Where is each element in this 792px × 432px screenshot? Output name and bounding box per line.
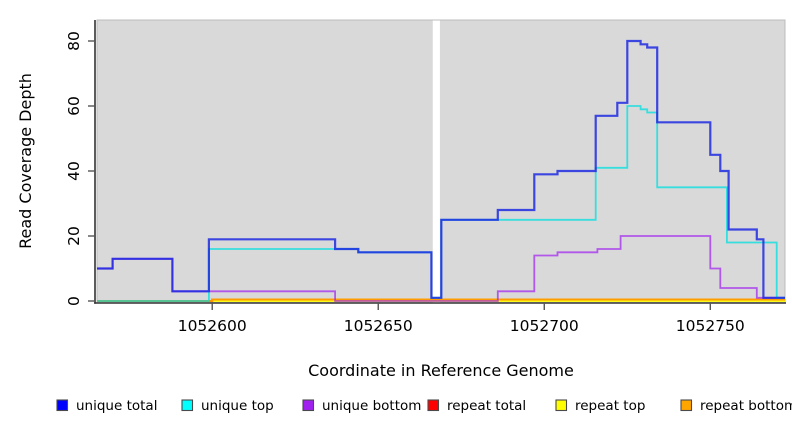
y-tick-label: 60 [65,96,83,116]
legend-item-unique-bottom: unique bottom [302,398,421,414]
legend-label: unique top [201,398,274,414]
legend-swatch-unique-total [56,399,69,412]
legend-swatch-unique-bottom [302,399,315,412]
y-axis-title: Read Coverage Depth [16,73,35,249]
legend-label: repeat top [575,398,645,414]
y-tick-label: 40 [65,161,83,181]
x-tick-label: 1052650 [344,317,413,335]
legend-swatch-repeat-top [555,399,568,412]
legend-item-unique-top: unique top [181,398,274,414]
x-tick-label: 1052700 [510,317,579,335]
y-tick-label: 20 [65,226,83,246]
legend-item-repeat-bottom: repeat bottom [680,398,792,414]
legend-item-repeat-total: repeat total [427,398,526,414]
legend-item-repeat-top: repeat top [555,398,645,414]
masked-gap-region [432,20,440,303]
x-tick-label: 1052750 [676,317,745,335]
x-tick-label: 1052600 [178,317,247,335]
x-axis-title: Coordinate in Reference Genome [308,361,574,380]
legend-swatch-repeat-total [427,399,440,412]
legend-label: repeat total [447,398,526,414]
axes: 1052600 1052650 1052700 1052750 0 20 40 60 80 [65,20,786,335]
legend-label: unique bottom [322,398,421,414]
y-tick-label: 80 [65,31,83,51]
y-tick-label: 0 [65,296,83,306]
series-unique-total [97,39,785,299]
series-lines [97,39,785,302]
legend-item-unique-total: unique total [56,398,157,414]
legend-label: repeat bottom [700,398,792,414]
legend: unique total unique top unique bottom repea… [56,398,792,414]
legend-swatch-repeat-bottom [680,399,693,412]
legend-swatch-unique-top [181,399,194,412]
legend-label: unique total [76,398,157,414]
